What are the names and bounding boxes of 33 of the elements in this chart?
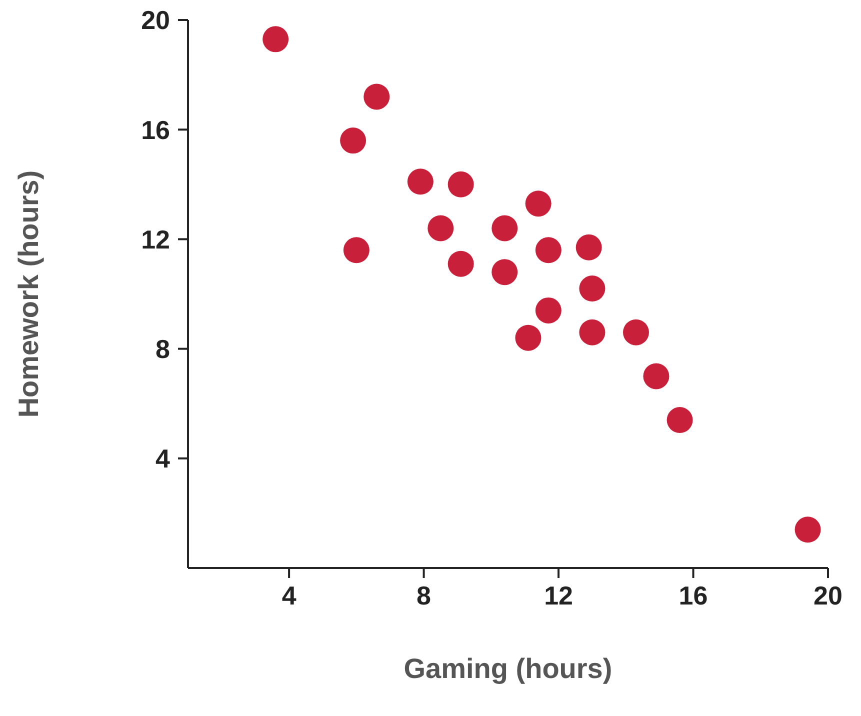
- point: [576, 234, 602, 260]
- point: [448, 250, 474, 277]
- y-tick-label: 8: [156, 334, 170, 364]
- point: [515, 324, 542, 351]
- x-tick-label: 16: [678, 580, 708, 610]
- point: [492, 215, 518, 242]
- y-tick-label: 4: [156, 444, 171, 474]
- point: [492, 259, 518, 286]
- point: [448, 171, 474, 198]
- x-tick-label: 12: [544, 580, 573, 610]
- point: [535, 237, 562, 264]
- y-tick-label: 16: [141, 114, 170, 145]
- x-tick-label: 8: [416, 580, 432, 610]
- point: [428, 215, 454, 242]
- y-axis-title: Homework (hours): [12, 170, 44, 418]
- y-tick-label: 12: [141, 224, 170, 254]
- point: [666, 407, 693, 434]
- point: [794, 516, 821, 543]
- point: [643, 363, 670, 390]
- x-tick-label: 4: [282, 580, 297, 610]
- point: [262, 26, 289, 52]
- point: [579, 276, 606, 302]
- point: [364, 84, 390, 110]
- y-tick-label: 20: [141, 5, 170, 36]
- point: [535, 297, 562, 324]
- point: [407, 168, 434, 195]
- x-tick-label: 20: [814, 580, 842, 610]
- point: [343, 237, 370, 264]
- point: [525, 190, 552, 217]
- point: [579, 319, 606, 346]
- point: [623, 319, 649, 346]
- x-axis-title: Gaming (hours): [404, 653, 612, 684]
- point: [340, 128, 366, 154]
